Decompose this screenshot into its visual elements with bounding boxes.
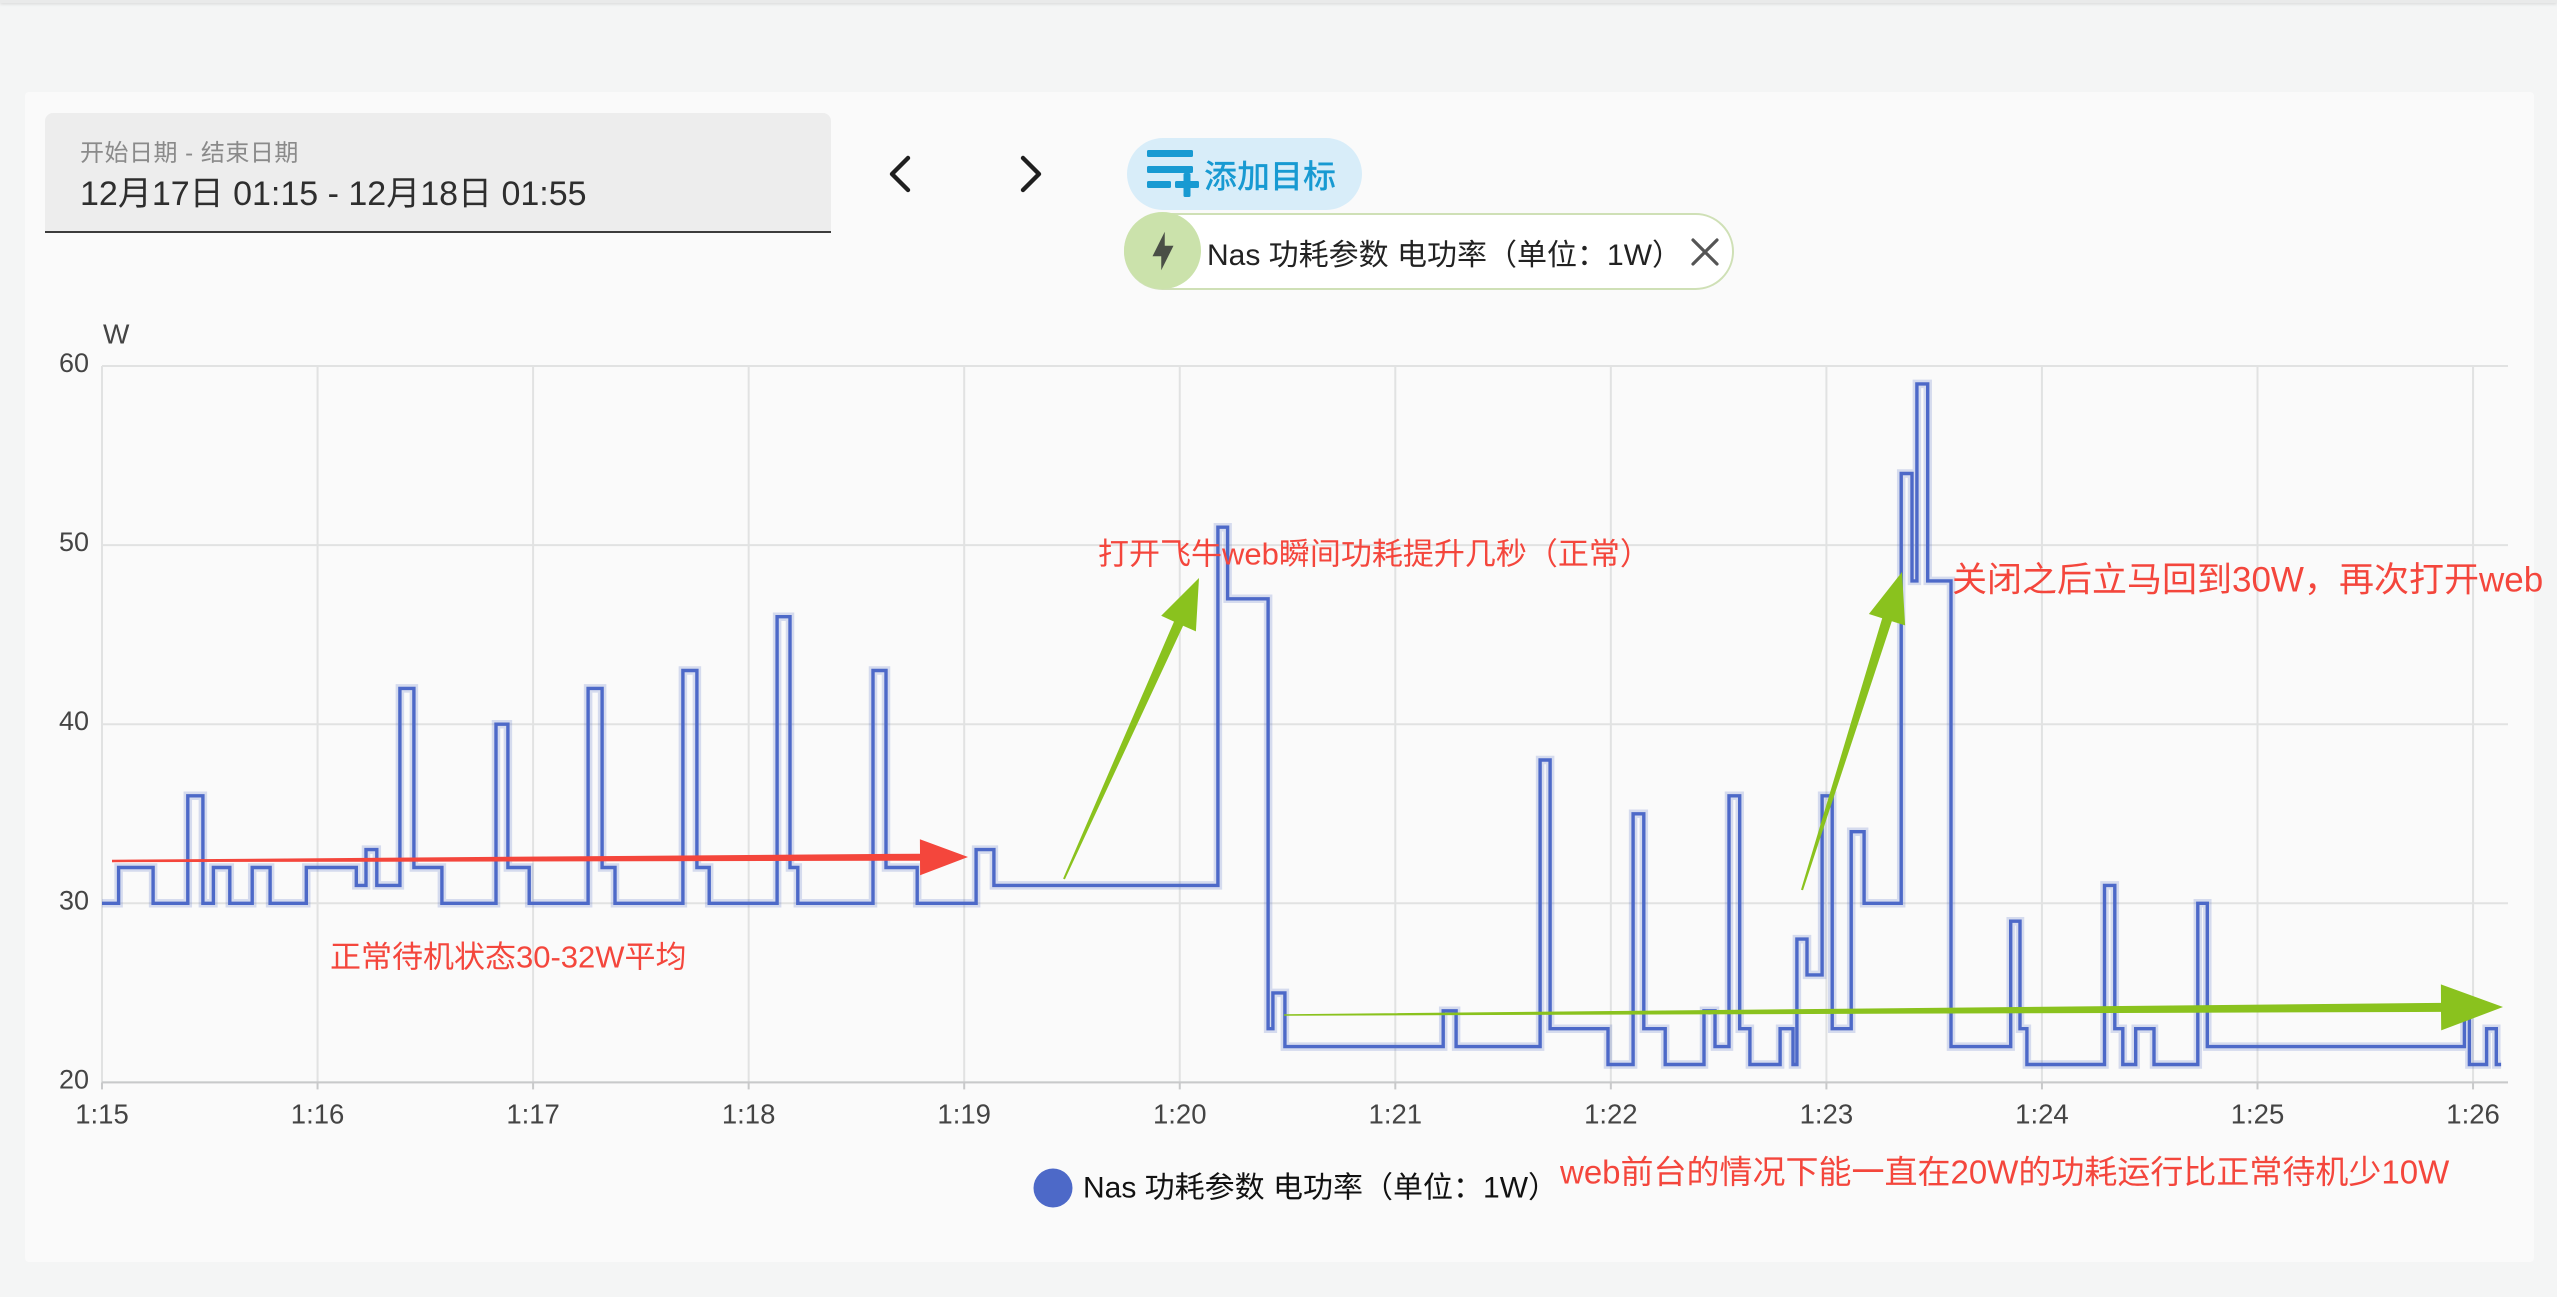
power-series-line[interactable] [102, 382, 2502, 1067]
x-tick-label-1:15: 1:15 [75, 1099, 129, 1130]
x-tick-label-1:22: 1:22 [1584, 1099, 1638, 1130]
open-web-arrow [1063, 578, 1199, 880]
x-tick-label-1:26: 1:26 [2446, 1099, 2500, 1130]
x-tick-label-1:21: 1:21 [1369, 1099, 1423, 1130]
low-power-arrow [1284, 984, 2503, 1031]
lightning-bolt-icon [1152, 231, 1173, 270]
x-tick-label-1:20: 1:20 [1153, 1099, 1207, 1130]
top-edge-bar [0, 0, 2557, 3]
x-tick-label-1:18: 1:18 [722, 1099, 776, 1130]
playlist-plus-icon [1147, 150, 1199, 197]
x-tick-label-1:16: 1:16 [291, 1099, 345, 1130]
y-tick-label-60: 60 [59, 348, 89, 378]
annotation-web-foreground-text: web前台的情况下能一直在20W的功耗运行比正常待机少10W [1559, 1154, 2450, 1191]
vertical-gridlines [101, 366, 2475, 1083]
x-axis-labels: 1:15 1:16 1:17 1:18 1:19 1:20 1:21 1:22 1:23 1:24… [75, 1099, 2500, 1130]
add-target-button[interactable]: 添加目标 [1127, 138, 1362, 210]
annotation-arrows [112, 572, 2503, 1031]
axis-lines [101, 1081, 2508, 1090]
chevron-left-icon [889, 155, 911, 193]
x-tick-label-1:24: 1:24 [2015, 1099, 2069, 1130]
chip-avatar [1124, 212, 1201, 289]
y-tick-label-40: 40 [59, 706, 89, 736]
x-tick-label-1:23: 1:23 [1800, 1099, 1854, 1130]
standby-range-arrow [112, 839, 968, 876]
y-tick-label-50: 50 [59, 527, 89, 557]
x-tick-label-1:17: 1:17 [506, 1099, 560, 1130]
legend-label: Nas 功耗参数 电功率（单位：1W） [1083, 1172, 1558, 1205]
y-tick-label-20: 20 [59, 1064, 89, 1094]
date-range-label: 开始日期 - 结束日期 [80, 140, 299, 167]
next-period-button[interactable] [995, 138, 1067, 210]
prev-period-button[interactable] [864, 138, 936, 210]
chip-close-icon[interactable] [1690, 237, 1720, 267]
horizontal-gridlines [102, 365, 2508, 1084]
chevron-right-icon [1020, 155, 1042, 193]
annotation-close-web-text: 关闭之后立马回到30W，再次打开web [1952, 561, 2543, 600]
chip-label: Nas 功耗参数 电功率（单位：1W） [1207, 238, 1683, 272]
chart-legend[interactable]: Nas 功耗参数 电功率（单位：1W） [1033, 1168, 1559, 1208]
reopen-web-arrow [1801, 572, 1906, 891]
annotation-standby-text: 正常待机状态30-32W平均 [330, 940, 687, 975]
target-chip[interactable]: Nas 功耗参数 电功率（单位：1W） [1124, 212, 1735, 290]
x-tick-label-1:25: 1:25 [2231, 1099, 2285, 1130]
legend-marker [1033, 1168, 1073, 1208]
y-axis-labels: 20 30 40 50 60 [59, 348, 89, 1094]
y-axis-unit-label: W [103, 319, 130, 350]
x-tick-label-1:19: 1:19 [937, 1099, 991, 1130]
add-target-label: 添加目标 [1204, 158, 1336, 195]
y-tick-label-30: 30 [59, 885, 89, 915]
date-range-field[interactable]: 开始日期 - 结束日期 12月17日 01:15 - 12月18日 01:55 [45, 113, 831, 233]
annotation-open-web-text: 打开飞牛web瞬间功耗提升几秒（正常） [1098, 537, 1651, 572]
chart-card: 开始日期 - 结束日期 12月17日 01:15 - 12月18日 01:55 … [25, 92, 2534, 1262]
date-range-value: 12月17日 01:15 - 12月18日 01:55 [80, 175, 587, 213]
